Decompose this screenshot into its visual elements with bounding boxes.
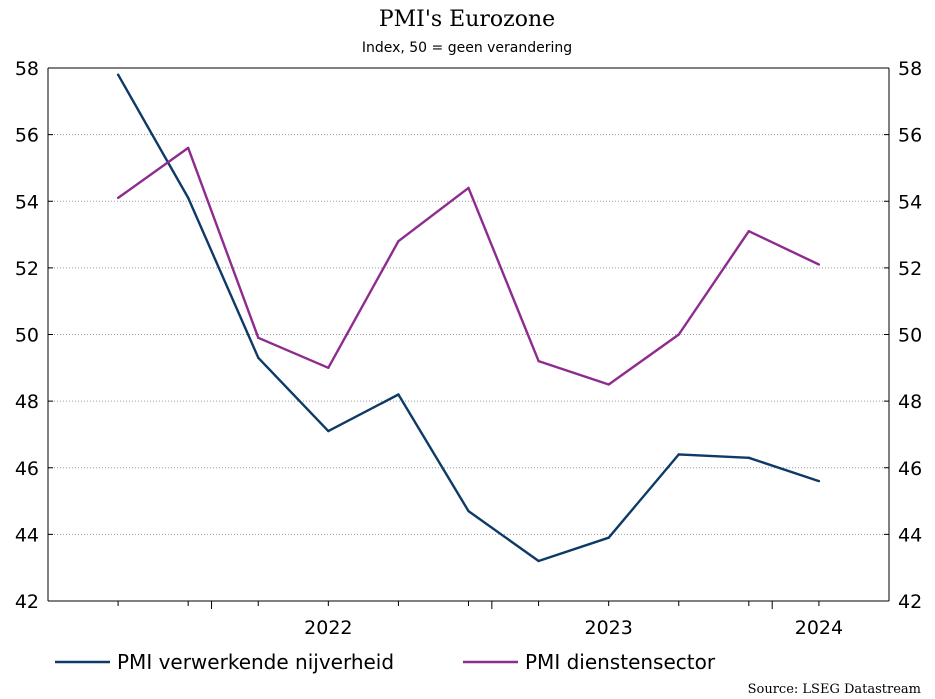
ytick-left-54: 54 — [15, 191, 39, 213]
series-1-point-10 — [747, 456, 751, 459]
series-1-point-7 — [537, 559, 540, 563]
ytick-right-50: 50 — [898, 325, 922, 347]
chart-subtitle: Index, 50 = geen verandering — [362, 40, 572, 56]
ytick-right-42: 42 — [898, 591, 922, 613]
series-2-point-8 — [607, 383, 610, 386]
series-lines — [116, 73, 821, 563]
ytick-left-56: 56 — [15, 125, 39, 147]
legend: PMI verwerkende nijverheid PMI dienstense… — [55, 650, 716, 674]
xtick-label-2023: 2023 — [584, 617, 632, 639]
ytick-left-42: 42 — [15, 591, 39, 613]
ytick-left-58: 58 — [15, 58, 39, 80]
ytick-right-46: 46 — [898, 458, 922, 480]
ytick-right-48: 48 — [898, 391, 922, 413]
xtick-label-2024: 2024 — [795, 617, 843, 639]
series-1-point-11 — [817, 479, 821, 483]
axes: 42 42 44 44 46 46 48 48 50 50 52 52 54 54 56 56 58 58 2022… — [15, 58, 922, 639]
ytick-left-50: 50 — [15, 325, 39, 347]
chart-title: PMI's Eurozone — [379, 7, 555, 32]
ytick-right-56: 56 — [898, 125, 922, 147]
series-2-point-1 — [116, 196, 120, 200]
series-1-point-6 — [467, 509, 470, 513]
series-2-point-5 — [397, 240, 400, 243]
series-2-point-2 — [186, 146, 190, 150]
series-1-point-8 — [607, 536, 610, 539]
ytick-right-52: 52 — [898, 258, 922, 280]
series-2-point-4 — [327, 366, 330, 370]
series-2-point-6 — [467, 186, 470, 190]
series-line-2 — [117, 146, 820, 386]
ytick-right-58: 58 — [898, 58, 922, 80]
series-2-point-10 — [747, 230, 751, 233]
series-2-point-3 — [257, 336, 260, 340]
series-2-point-7 — [537, 359, 540, 363]
ytick-left-46: 46 — [15, 458, 39, 480]
series-line-1 — [117, 74, 820, 563]
series-1-point-4 — [327, 429, 330, 433]
ytick-right-44: 44 — [898, 524, 922, 546]
ytick-left-48: 48 — [15, 391, 39, 413]
ytick-left-52: 52 — [15, 258, 39, 280]
series-1-point-3 — [257, 356, 260, 360]
gridlines — [48, 134, 889, 535]
series-1-point-5 — [397, 393, 400, 396]
source-note: Source: LSEG Datastream — [748, 682, 921, 697]
legend-label-1: PMI verwerkende nijverheid — [117, 650, 394, 674]
series-2-point-9 — [677, 333, 680, 336]
series-1-point-1 — [116, 73, 120, 76]
series-1-point-9 — [677, 453, 680, 456]
series-2-point-11 — [817, 263, 821, 266]
legend-label-2: PMI dienstensector — [525, 650, 716, 674]
ytick-right-54: 54 — [898, 191, 922, 213]
xtick-label-2022: 2022 — [304, 617, 352, 639]
ytick-left-44: 44 — [15, 524, 39, 546]
series-1-point-2 — [186, 196, 190, 200]
